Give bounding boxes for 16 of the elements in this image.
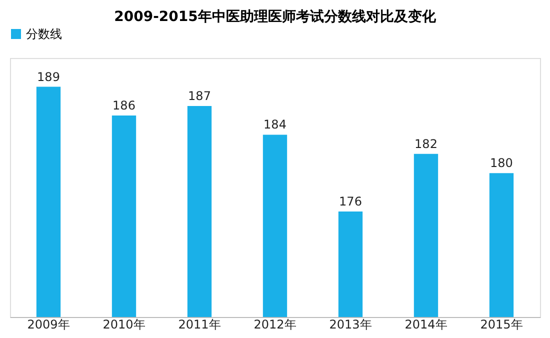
data-label: 184 <box>264 118 286 132</box>
x-tick-label: 2014年 <box>404 318 448 332</box>
x-tick-label: 2012年 <box>254 318 296 332</box>
x-tick-label: 2015年 <box>480 318 523 332</box>
x-tick-label: 2009年 <box>27 318 70 332</box>
x-tick-label: 2010年 <box>102 318 146 332</box>
x-tick-label: 2013年 <box>329 318 372 332</box>
data-label: 187 <box>188 88 211 103</box>
legend-label: 分数线 <box>26 27 62 41</box>
data-label: 182 <box>414 136 438 151</box>
data-label: 180 <box>490 156 513 170</box>
data-label: 189 <box>37 70 60 84</box>
data-label: 186 <box>112 98 136 113</box>
chart-title: 2009-2015年中医助理医师考试分数线对比及变化 <box>114 8 437 25</box>
data-label: 176 <box>339 194 362 208</box>
x-tick-label: 2011年 <box>178 318 221 332</box>
